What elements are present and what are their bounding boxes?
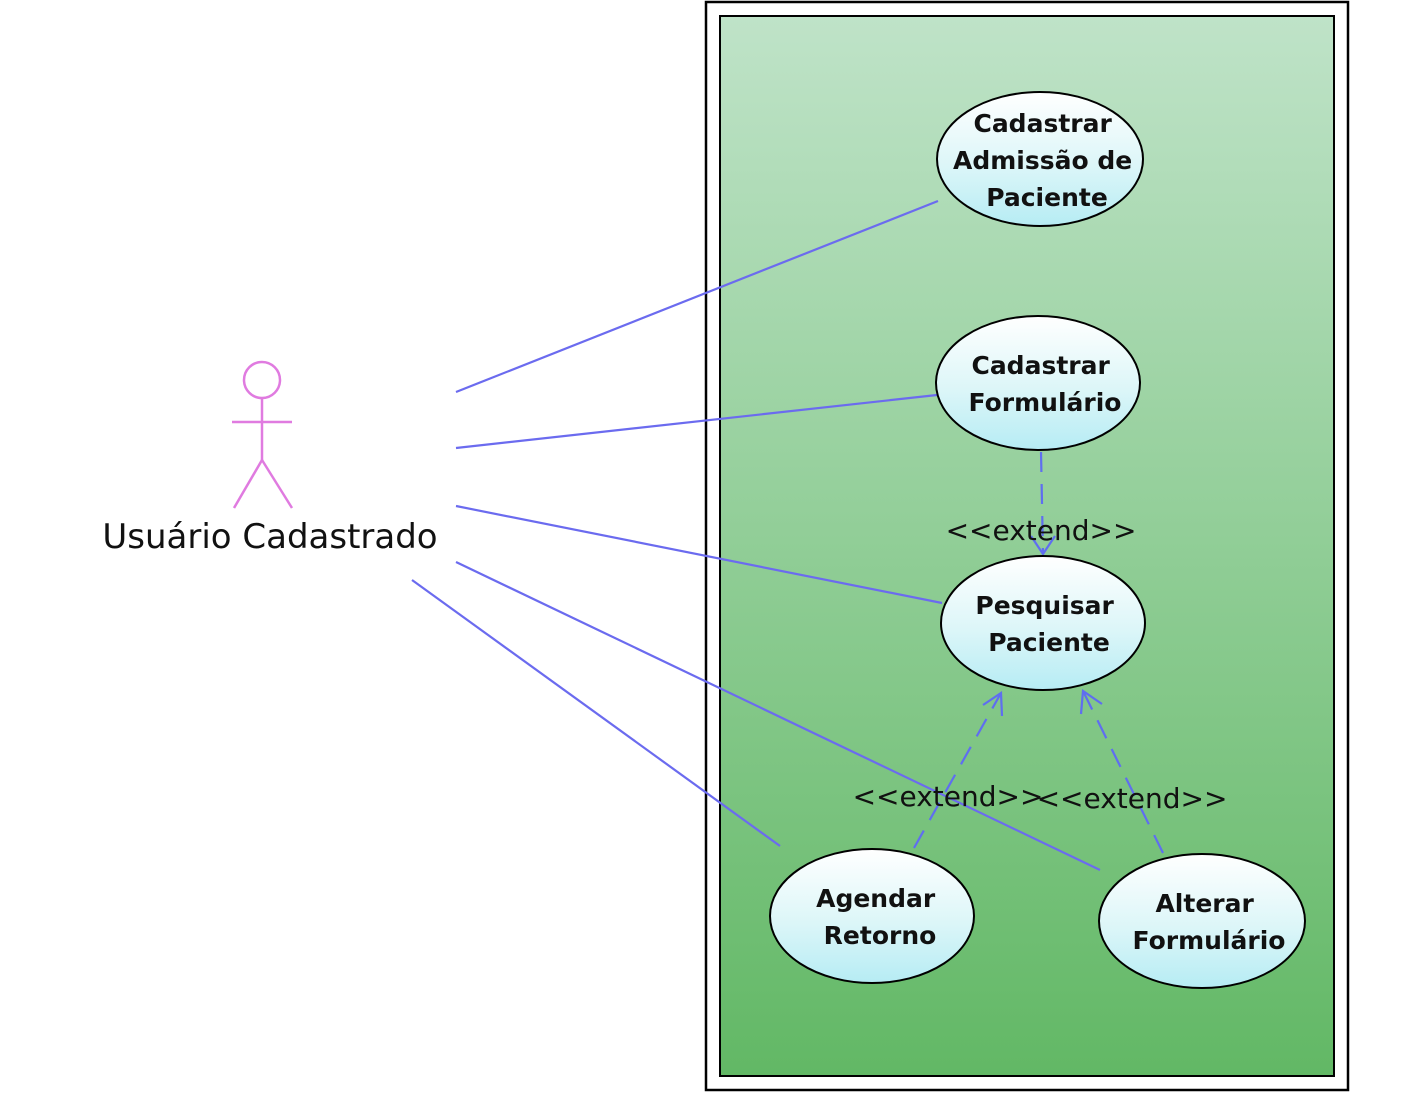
association-cadastrar-formulario[interactable] bbox=[455, 393, 938, 450]
actor-usuario-cadastrado[interactable]: Usuário Cadastrado bbox=[102, 360, 438, 557]
extend-alterar-to-pesquisar[interactable] bbox=[1079, 689, 1164, 854]
use-case-cadastrar-admissao[interactable]: Cadastrar Admissão de Paciente bbox=[936, 91, 1144, 227]
extend-label-agendar: <<extend>> bbox=[853, 780, 1044, 813]
use-case-label: Alterar Formulário bbox=[1133, 889, 1286, 955]
association-agendar-retorno[interactable] bbox=[411, 579, 781, 847]
association-cadastrar-admissao[interactable] bbox=[455, 199, 939, 394]
association-lines bbox=[411, 199, 1101, 871]
stick-figure-icon bbox=[232, 360, 294, 509]
extend-agendar-to-pesquisar[interactable] bbox=[913, 691, 1004, 849]
use-case-pesquisar-paciente[interactable]: Pesquisar Paciente bbox=[940, 555, 1146, 691]
association-pesquisar-paciente[interactable] bbox=[455, 504, 943, 605]
use-case-agendar-retorno[interactable]: Agendar Retorno bbox=[769, 848, 975, 984]
extend-label-formulario: <<extend>> bbox=[946, 514, 1137, 547]
use-case-label: Cadastrar Formulário bbox=[969, 351, 1122, 417]
open-arrowhead-icon bbox=[1079, 689, 1103, 715]
use-case-alterar-formulario[interactable]: Alterar Formulário bbox=[1098, 853, 1306, 989]
extend-relations bbox=[913, 451, 1164, 854]
open-arrowhead-icon bbox=[1030, 535, 1056, 556]
use-case-label: Agendar Retorno bbox=[816, 884, 944, 950]
extend-label-alterar: <<extend>> bbox=[1037, 782, 1228, 815]
use-case-label: Cadastrar Admissão de Paciente bbox=[953, 109, 1141, 212]
extend-formulario-to-pesquisar[interactable] bbox=[1030, 451, 1056, 556]
association-alterar-formulario[interactable] bbox=[455, 561, 1101, 871]
use-case-label: Pesquisar Paciente bbox=[975, 591, 1122, 657]
use-case-cadastrar-formulario[interactable]: Cadastrar Formulário bbox=[935, 315, 1141, 451]
open-arrowhead-icon bbox=[982, 691, 1004, 717]
actor-label: Usuário Cadastrado bbox=[102, 517, 437, 557]
